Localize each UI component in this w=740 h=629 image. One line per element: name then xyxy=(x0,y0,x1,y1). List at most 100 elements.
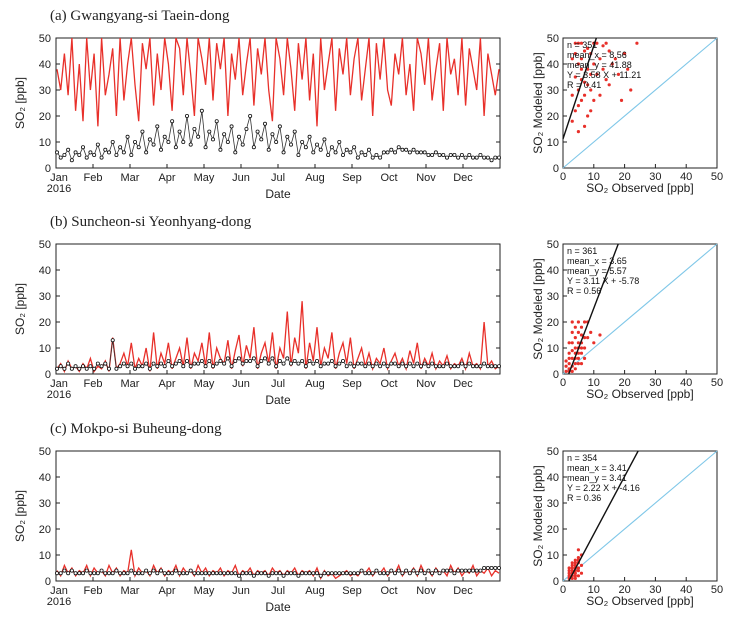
xtick-label: Dec xyxy=(453,378,473,390)
series-point xyxy=(107,571,112,576)
series-point xyxy=(422,571,427,576)
series-point xyxy=(448,568,453,573)
ytick-label: 0 xyxy=(45,163,51,175)
scatter-point xyxy=(573,367,577,371)
stats-line: n = 354 xyxy=(567,453,597,463)
ytick-label: 20 xyxy=(39,524,51,536)
scatter-xaxis-label: SO₂ Observed [ppb] xyxy=(586,181,693,195)
series-point xyxy=(155,364,160,369)
scatter-point xyxy=(579,41,584,45)
scatter-point xyxy=(582,346,587,350)
series-point xyxy=(348,150,353,155)
series-point xyxy=(478,568,483,573)
series-point xyxy=(363,571,368,576)
xtick-label: Oct xyxy=(380,585,397,597)
scatter-xtick-label: 0 xyxy=(560,584,566,596)
series-point xyxy=(262,356,267,361)
series-point xyxy=(181,139,186,144)
scatter-point xyxy=(573,571,577,575)
series-point xyxy=(459,152,464,157)
series-point xyxy=(99,568,104,573)
scatter-point xyxy=(576,574,581,578)
series-point xyxy=(374,152,379,157)
panel-c-title: (c) Mokpo-si Buheung-dong xyxy=(50,421,222,437)
series-point xyxy=(214,571,219,576)
xtick-label: Jun xyxy=(232,585,250,597)
scatter-yaxis-label: SO₂ Modeled [ppb] xyxy=(531,465,545,566)
series-point xyxy=(370,155,375,160)
series-point xyxy=(463,568,468,573)
stats-line: Y = 2.22 X + -4.16 xyxy=(567,483,640,493)
series-point xyxy=(270,356,275,361)
series-point xyxy=(236,134,241,139)
scatter-ytick-label: 40 xyxy=(547,472,559,484)
stats-line: R = 0.56 xyxy=(567,286,601,296)
series-point xyxy=(81,571,86,576)
series-point xyxy=(103,571,108,576)
series-point xyxy=(77,571,82,576)
series-point xyxy=(274,139,279,144)
scatter-ytick-label: 40 xyxy=(547,265,559,277)
series-point xyxy=(448,364,453,369)
series-point xyxy=(259,137,264,142)
one-to-one-line xyxy=(562,243,718,375)
panel-a-title: (a) Gwangyang-si Taein-dong xyxy=(50,8,230,24)
series-point xyxy=(452,571,457,576)
scatter-point xyxy=(564,369,568,373)
series-point xyxy=(467,568,472,573)
scatter-point xyxy=(576,569,581,573)
series-point xyxy=(407,571,412,576)
one-to-one-line xyxy=(562,37,718,169)
xtick-label: May xyxy=(194,172,215,184)
scatter-point xyxy=(623,52,627,56)
series-point xyxy=(311,361,316,366)
series-point xyxy=(240,142,245,147)
series-point xyxy=(433,568,438,573)
scatter-point xyxy=(564,359,568,363)
scatter-point xyxy=(576,356,581,360)
series-point xyxy=(392,361,397,366)
scatter-point xyxy=(570,349,574,353)
series-point xyxy=(322,137,327,142)
series-point xyxy=(114,152,119,157)
scatter-ytick-label: 30 xyxy=(547,85,559,97)
yaxis-label: SO₂ [ppb] xyxy=(13,490,27,542)
series-point xyxy=(337,571,342,576)
series-point xyxy=(92,366,97,371)
series-point xyxy=(463,364,468,369)
xtick-label: Mar xyxy=(121,378,140,390)
series-point xyxy=(121,150,126,155)
scatter-ytick-label: 50 xyxy=(547,446,559,458)
series-point xyxy=(307,571,312,576)
scatter-point xyxy=(629,88,633,92)
series-point xyxy=(207,358,212,363)
scatter-point xyxy=(607,83,611,87)
scatter-ytick-label: 20 xyxy=(547,111,559,123)
series-point xyxy=(214,361,219,366)
series-point xyxy=(236,356,241,361)
scatter-point xyxy=(582,320,587,324)
scatter-ytick-label: 20 xyxy=(547,524,559,536)
series-point xyxy=(184,571,189,576)
series-point xyxy=(136,571,141,576)
series-point xyxy=(188,142,193,147)
series-point xyxy=(103,147,108,152)
series-point xyxy=(411,364,416,369)
scatter-point xyxy=(589,109,593,113)
series-point xyxy=(378,571,383,576)
series-point xyxy=(114,366,119,371)
scatter-point xyxy=(598,57,602,61)
series-point xyxy=(277,571,282,576)
series-point xyxy=(196,571,201,576)
series-point xyxy=(452,364,457,369)
scatter-point xyxy=(573,336,577,340)
series-point xyxy=(337,139,342,144)
scatter-point xyxy=(579,325,584,329)
scatter-point xyxy=(567,356,571,360)
scatter-point xyxy=(592,62,596,66)
series-point xyxy=(129,568,134,573)
xaxis-label: Date xyxy=(265,393,291,407)
series-point xyxy=(125,571,130,576)
series-point xyxy=(407,150,412,155)
series-point xyxy=(482,361,487,366)
